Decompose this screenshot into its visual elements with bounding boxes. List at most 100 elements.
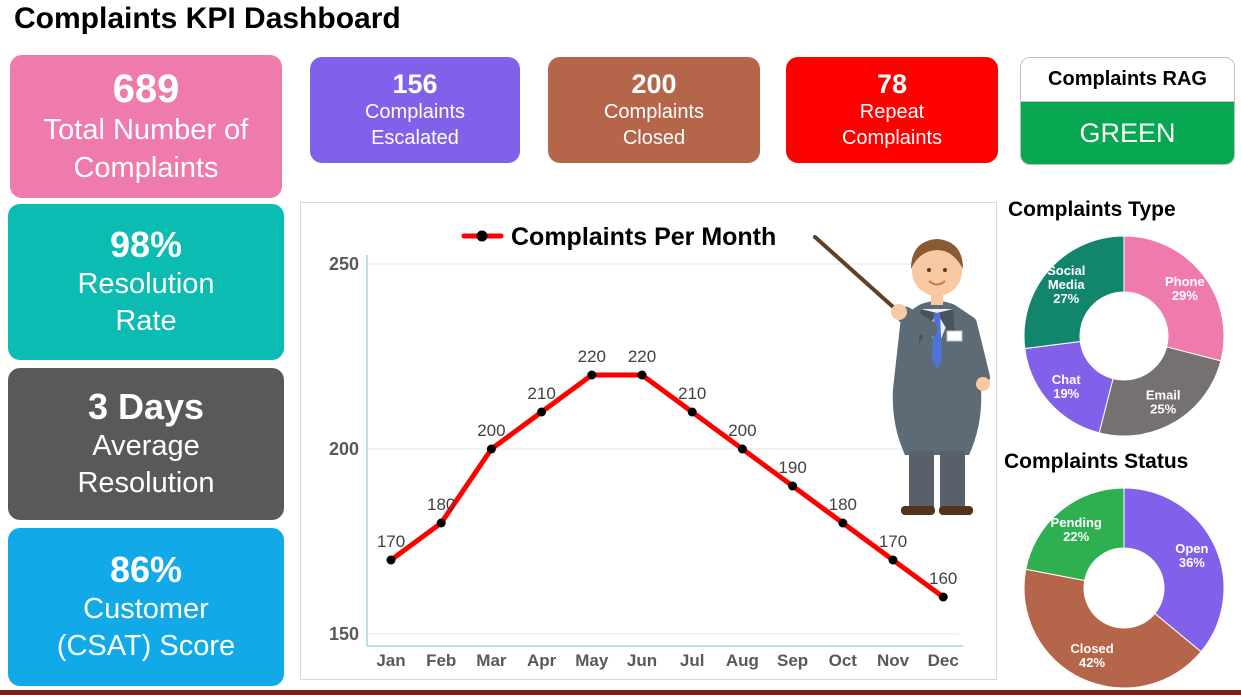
x-tick-label: Jun <box>627 651 657 670</box>
kpi-value-total: 689 <box>112 67 180 112</box>
data-label: 170 <box>377 532 405 551</box>
kpi-card-total-complaints: 689 Total Number of Complaints <box>10 55 282 198</box>
presenter-leg <box>909 451 934 507</box>
slice-label: Pending 22% <box>1051 515 1102 544</box>
complaints-status-title: Complaints Status <box>1004 450 1189 473</box>
kpi-value-repeat: 78 <box>876 68 908 99</box>
data-label: 220 <box>578 347 606 366</box>
complaints-per-month-line-chart: 150 200 250 Jan Feb Mar Apr May Jun Jul Aug Sep Oct N… <box>329 223 963 670</box>
presenter-raised-arm <box>896 306 938 338</box>
kpi-label-total: Total Number of Complaints <box>43 114 249 184</box>
pie-slice-social-media <box>1023 235 1125 350</box>
kpi-card-csat: 86% Customer (CSAT) Score <box>8 528 284 686</box>
data-label: 180 <box>427 495 455 514</box>
presenter-eye-2 <box>943 268 947 272</box>
kpi-card-average-resolution: 3 Days Average Resolution <box>8 368 284 520</box>
x-tick-label: Jan <box>376 651 405 670</box>
presenter-badge <box>946 330 963 342</box>
slice-label: Email 25% <box>1146 387 1181 416</box>
data-point <box>938 592 948 602</box>
presenter-face <box>912 246 962 296</box>
kpi-label-escalated: Complaints Escalated <box>364 100 466 149</box>
data-point <box>436 518 446 528</box>
complaints-status-donut-chart: Open 36% Closed 42% Pending 22% <box>1023 487 1225 689</box>
pie-slice-closed <box>1023 568 1202 689</box>
y-tick-label: 200 <box>329 439 359 459</box>
kpi-value-average-resolution: 3 Days <box>87 386 205 428</box>
x-tick-label: Feb <box>426 651 456 670</box>
data-label: 160 <box>929 569 957 588</box>
slice-label: Chat 19% <box>1052 372 1082 401</box>
y-tick-label: 150 <box>329 624 359 644</box>
data-point <box>637 370 647 380</box>
data-point <box>687 407 697 417</box>
kpi-label-average-resolution: Average Resolution <box>77 429 215 499</box>
presenter-illustration <box>813 235 990 515</box>
presenter-hand <box>891 304 907 320</box>
presenter-smile <box>928 280 946 286</box>
data-point <box>788 481 798 491</box>
data-point <box>537 407 547 417</box>
slice-label: Closed 42% <box>1070 641 1113 670</box>
slice-label: Open 36% <box>1175 541 1208 570</box>
pie-slice-pending <box>1025 487 1125 582</box>
kpi-label-csat: Customer (CSAT) Score <box>56 592 236 662</box>
rag-card-title: Complaints RAG <box>1021 58 1234 102</box>
kpi-value-escalated: 156 <box>392 68 438 99</box>
pie-slice-email <box>1098 346 1222 437</box>
presenter-eye <box>927 268 931 272</box>
slice-label: Social Media 27% <box>1047 263 1085 306</box>
kpi-card-resolution-rate: 98% Resolution Rate <box>8 204 284 360</box>
x-tick-label: Sep <box>777 651 808 670</box>
data-label: 170 <box>879 532 907 551</box>
x-tick-label: Mar <box>476 651 507 670</box>
rag-status-badge: GREEN <box>1021 102 1234 164</box>
x-tick-label: Dec <box>928 651 959 670</box>
rag-card: Complaints RAG GREEN <box>1020 57 1235 165</box>
data-point <box>838 518 848 528</box>
kpi-card-closed: 200 Complaints Closed <box>548 57 760 163</box>
kpi-label-resolution-rate: Resolution Rate <box>77 267 215 337</box>
presenter-hand-2 <box>976 377 990 391</box>
presenter-shoe <box>901 506 935 515</box>
x-tick-label: May <box>575 651 609 670</box>
presenter-leg-2 <box>940 451 965 507</box>
kpi-card-repeat: 78 Repeat Complaints <box>786 57 998 163</box>
complaints-type-title: Complaints Type <box>1008 198 1176 221</box>
complaints-line-series <box>388 372 946 600</box>
page-title: Complaints KPI Dashboard <box>14 2 401 35</box>
pie-slice-phone <box>1123 235 1225 362</box>
x-tick-label: Jul <box>680 651 705 670</box>
pointer-stick <box>813 235 903 316</box>
data-label: 200 <box>477 421 505 440</box>
x-tick-label: Aug <box>726 651 759 670</box>
kpi-value-csat: 86% <box>109 549 183 591</box>
kpi-value-closed: 200 <box>631 68 677 99</box>
presenter-hair <box>911 239 963 269</box>
kpi-value-resolution-rate: 98% <box>109 224 183 266</box>
chart-legend-label: Complaints Per Month <box>511 223 776 251</box>
data-point <box>486 444 496 454</box>
data-point <box>386 555 396 565</box>
presenter-down-arm <box>961 316 990 385</box>
x-tick-label: Apr <box>527 651 557 670</box>
x-tick-label: Nov <box>877 651 910 670</box>
line-chart-panel: 150 200 250 Jan Feb Mar Apr May Jun Jul Aug Sep Oct N… <box>300 202 997 680</box>
pie-slice-open <box>1123 487 1225 653</box>
presenter-shoe-2 <box>939 506 973 515</box>
data-label: 180 <box>829 495 857 514</box>
complaints-type-donut-chart: Phone 29% Email 25% Chat 19% Social Media 27% <box>1023 235 1225 437</box>
data-label: 220 <box>628 347 656 366</box>
footer-accent-bar <box>0 690 1241 695</box>
data-label: 190 <box>778 458 806 477</box>
data-label: 200 <box>728 421 756 440</box>
slice-label: Phone 29% <box>1165 274 1205 303</box>
data-point <box>737 444 747 454</box>
pie-slice-chat <box>1024 340 1114 434</box>
legend-marker <box>476 230 488 242</box>
data-label: 210 <box>527 384 555 403</box>
y-tick-label: 250 <box>329 254 359 274</box>
kpi-card-escalated: 156 Complaints Escalated <box>310 57 520 163</box>
data-label: 210 <box>678 384 706 403</box>
